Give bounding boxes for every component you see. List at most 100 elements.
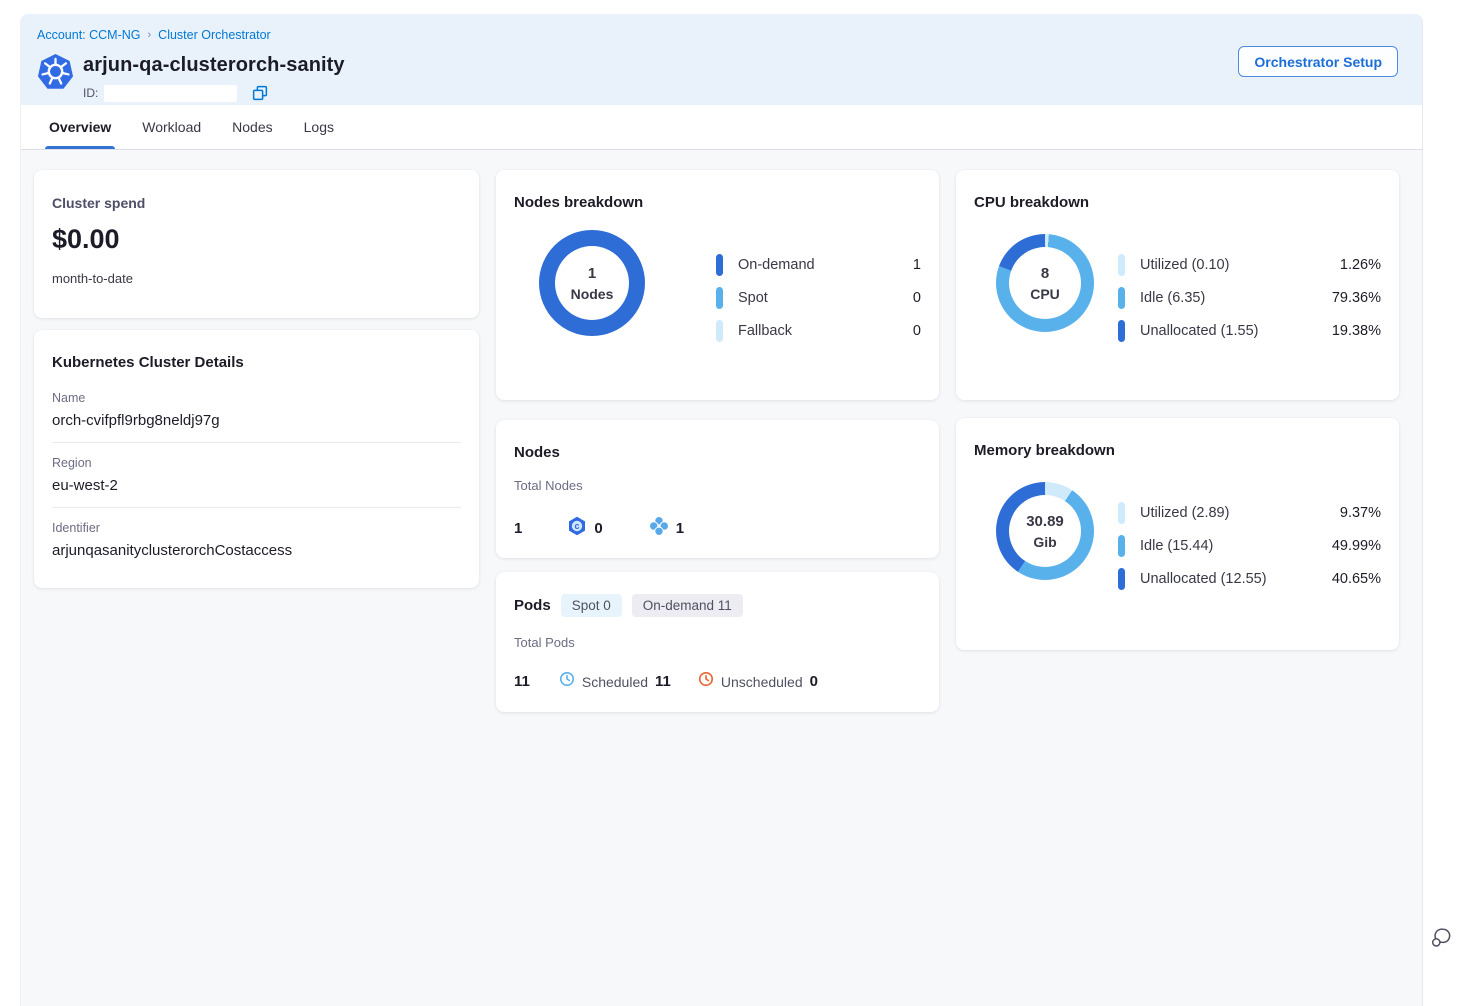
- chat-help-icon[interactable]: [1430, 926, 1454, 950]
- tab-logs[interactable]: Logs: [304, 105, 334, 149]
- legend-row-idle: Idle (15.44) 49.99%: [1118, 535, 1381, 557]
- svg-text:c: c: [575, 521, 580, 531]
- cluster-id-value[interactable]: [104, 84, 238, 102]
- cluster-details-title: Kubernetes Cluster Details: [52, 354, 244, 371]
- tab-logs-label: Logs: [303, 119, 334, 135]
- on-demand-instance-icon: [648, 516, 669, 541]
- legend-color-chip: [1118, 254, 1125, 276]
- orchestrator-setup-button[interactable]: Orchestrator Setup: [1238, 46, 1398, 77]
- legend-color-chip: [1118, 502, 1125, 524]
- spot-pods-badge: Spot 0: [560, 594, 622, 617]
- id-label: ID:: [83, 86, 99, 100]
- total-pods-value: 11: [514, 673, 530, 690]
- legend-row-unallocated: Unallocated (12.55) 40.65%: [1118, 568, 1381, 590]
- legend-value: 79.36%: [1331, 290, 1381, 306]
- legend-value: 49.99%: [1331, 538, 1381, 554]
- unscheduled-clock-icon: [698, 671, 714, 692]
- pods-card: Pods Spot 0 On-demand 11 Total Pods 11 S…: [496, 572, 939, 712]
- breadcrumb-account-link[interactable]: Account: CCM-NG: [37, 28, 141, 42]
- nodes-donut-center: 1 Nodes: [555, 246, 629, 320]
- cluster-details-rows: Name orch-cvifpfl9rbg8neldj97g Region eu…: [52, 391, 461, 572]
- page-header: Account: CCM-NG › Cluster Orchestrator a: [21, 14, 1422, 105]
- cluster-details-card: Kubernetes Cluster Details Name orch-cvi…: [34, 330, 479, 588]
- memory-breakdown-legend: Utilized (2.89) 9.37% Idle (15.44) 49.99…: [1118, 502, 1381, 601]
- legend-value: 1.26%: [1339, 257, 1381, 273]
- cluster-spend-period: month-to-date: [52, 271, 133, 286]
- nodes-breakdown-card: Nodes breakdown 1 Nodes On-demand 1 Spot…: [496, 170, 939, 400]
- detail-row-identifier: Identifier arjunqasanityclusterorchCosta…: [52, 521, 461, 572]
- copy-icon[interactable]: [251, 84, 269, 102]
- spot-nodes-count: c 0: [567, 516, 603, 541]
- detail-row-name: Name orch-cvifpfl9rbg8neldj97g: [52, 391, 461, 443]
- cpu-breakdown-card: CPU breakdown 8 CPU Utilized (0.10) 1.26…: [956, 170, 1399, 400]
- on-demand-pods-badge: On-demand 11: [631, 594, 743, 617]
- detail-label: Name: [52, 391, 86, 405]
- pods-total-row: 11 Scheduled 11: [514, 671, 921, 692]
- memory-donut-value: 30.89: [1026, 512, 1064, 530]
- legend-color-chip: [1118, 568, 1125, 590]
- pods-card-title: Pods: [514, 597, 551, 614]
- legend-value: 0: [912, 323, 921, 339]
- legend-value: 19.38%: [1331, 323, 1381, 339]
- tab-bar: Overview Workload Nodes Logs: [21, 105, 1422, 150]
- legend-color-chip: [716, 254, 723, 276]
- scheduled-value: 11: [655, 673, 671, 690]
- legend-color-chip: [1118, 320, 1125, 342]
- legend-color-chip: [716, 287, 723, 309]
- memory-breakdown-card: Memory breakdown 30.89 Gib Utilized (2.8…: [956, 418, 1399, 650]
- legend-label: Spot: [738, 290, 768, 306]
- tab-overview[interactable]: Overview: [45, 105, 116, 149]
- legend-label: Fallback: [738, 323, 792, 339]
- active-tab-underline: [45, 146, 116, 149]
- total-nodes-label: Total Nodes: [514, 478, 583, 493]
- cluster-id-row: ID:: [83, 84, 269, 102]
- tab-nodes[interactable]: Nodes: [232, 105, 272, 149]
- memory-breakdown-title: Memory breakdown: [974, 442, 1115, 459]
- scheduled-clock-icon: [559, 671, 575, 692]
- legend-value: 1: [912, 257, 921, 273]
- kubernetes-icon: [36, 52, 75, 91]
- legend-row-idle: Idle (6.35) 79.36%: [1118, 287, 1381, 309]
- total-nodes-value: 1: [514, 520, 523, 537]
- memory-donut-label: Gib: [1033, 533, 1057, 550]
- memory-donut-center: 30.89 Gib: [1009, 495, 1081, 567]
- legend-label: Unallocated (12.55): [1140, 571, 1267, 587]
- legend-value: 9.37%: [1339, 505, 1381, 521]
- legend-label: Utilized (0.10): [1140, 257, 1230, 273]
- legend-label: Idle (15.44): [1140, 538, 1214, 554]
- legend-color-chip: [1118, 287, 1125, 309]
- legend-row-utilized: Utilized (2.89) 9.37%: [1118, 502, 1381, 524]
- spot-instance-icon: c: [567, 516, 587, 541]
- nodes-card-title: Nodes: [514, 444, 560, 461]
- nodes-card: Nodes Total Nodes 1 c 0: [496, 420, 939, 558]
- legend-row-spot: Spot 0: [716, 287, 921, 309]
- legend-row-unallocated: Unallocated (1.55) 19.38%: [1118, 320, 1381, 342]
- nodes-total-row: 1 c 0: [514, 516, 921, 541]
- detail-label: Identifier: [52, 521, 100, 535]
- on-demand-nodes-count: 1: [648, 516, 685, 541]
- legend-row-fallback: Fallback 0: [716, 320, 921, 342]
- nodes-breakdown-legend: On-demand 1 Spot 0 Fallback 0: [716, 254, 921, 353]
- cpu-donut-label: CPU: [1030, 285, 1060, 302]
- tab-workload-label: Workload: [142, 119, 202, 135]
- nodes-donut-value: 1: [587, 264, 597, 282]
- page-title: arjun-qa-clusterorch-sanity: [83, 54, 345, 76]
- nodes-breakdown-title: Nodes breakdown: [514, 194, 644, 211]
- legend-color-chip: [1118, 535, 1125, 557]
- cpu-donut-value: 8: [1040, 264, 1050, 282]
- detail-value: orch-cvifpfl9rbg8neldj97g: [52, 412, 220, 429]
- scheduled-pods-group: Scheduled 11: [559, 671, 671, 692]
- memory-donut-chart: 30.89 Gib: [996, 482, 1094, 580]
- legend-label: Idle (6.35): [1140, 290, 1206, 306]
- legend-label: Utilized (2.89): [1140, 505, 1230, 521]
- breadcrumb: Account: CCM-NG › Cluster Orchestrator: [37, 28, 271, 42]
- legend-value: 40.65%: [1331, 571, 1381, 587]
- nodes-donut-chart: 1 Nodes: [539, 230, 645, 336]
- cpu-breakdown-title: CPU breakdown: [974, 194, 1090, 211]
- breadcrumb-separator-icon: ›: [147, 29, 152, 41]
- breadcrumb-cluster-orchestrator-link[interactable]: Cluster Orchestrator: [158, 28, 271, 42]
- total-pods-label: Total Pods: [514, 635, 575, 650]
- tab-overview-label: Overview: [49, 119, 112, 135]
- on-demand-nodes-value: 1: [675, 520, 685, 537]
- tab-workload[interactable]: Workload: [142, 105, 201, 149]
